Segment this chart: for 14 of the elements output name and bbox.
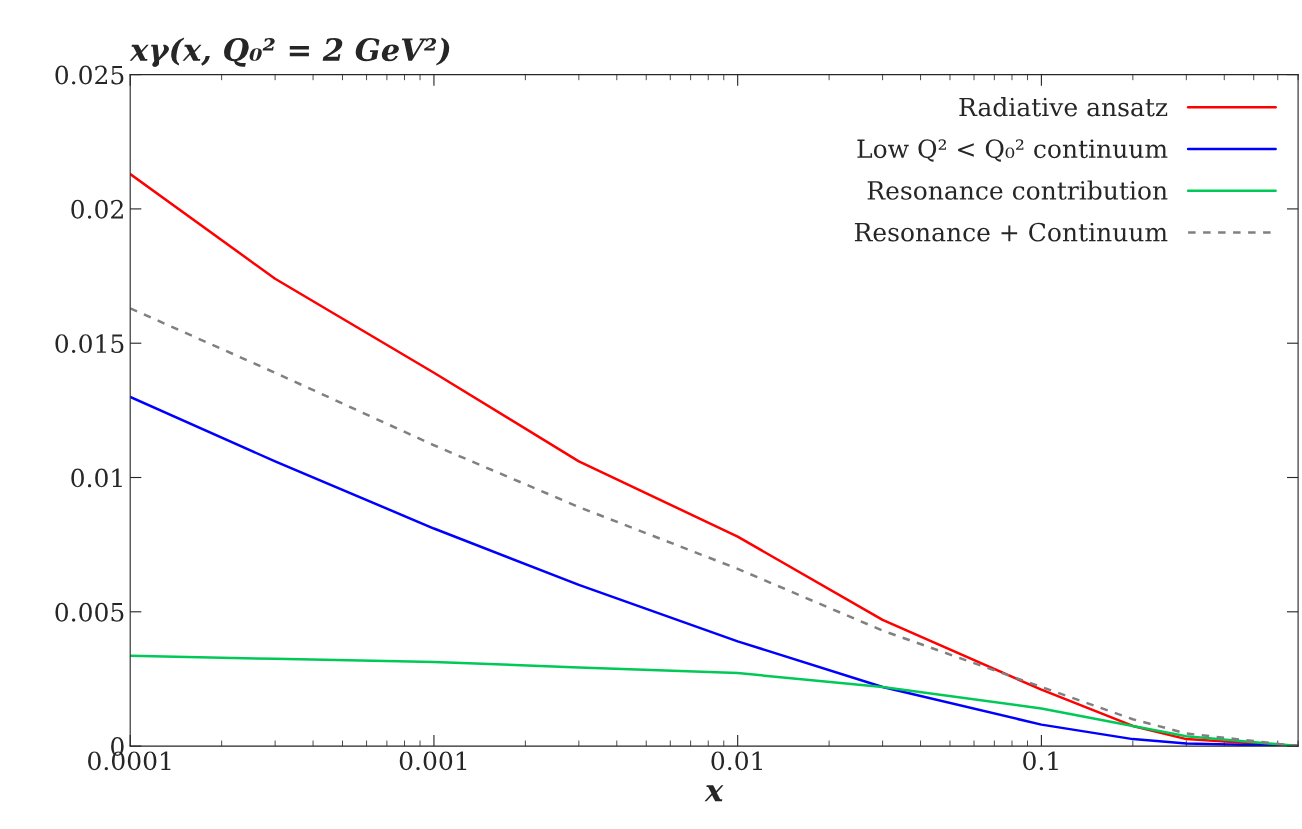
y-tick-label: 0.015	[55, 334, 124, 354]
legend-label: Low Q² < Q₀² continuum	[857, 139, 1168, 162]
legend-label: Radiative ansatz	[959, 97, 1168, 117]
y-tick-label: 0.025	[55, 65, 124, 85]
chart-title: xγ(x, Q₀² = 2 GeV²)	[129, 37, 450, 68]
y-tick-label: 0.005	[55, 602, 124, 622]
x-tick-label: 0.01	[711, 751, 762, 771]
y-tick-label: 0.02	[71, 199, 123, 219]
y-tick-label: 0.01	[71, 468, 122, 488]
x-tick-label: 0.1	[1023, 751, 1058, 771]
x-tick-label: 0.001	[399, 751, 467, 771]
legend-label: Resonance contribution	[867, 180, 1168, 200]
x-axis-title: x	[704, 785, 724, 802]
legend-label: Resonance + Continuum	[854, 222, 1168, 242]
